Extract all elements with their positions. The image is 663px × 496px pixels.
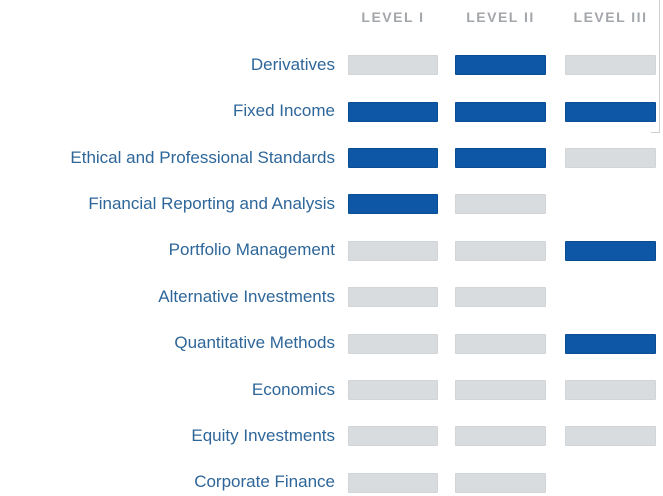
topic-label: Equity Investments <box>191 425 335 445</box>
level-2-cell <box>455 147 546 168</box>
level-1-bar-highlight <box>348 101 438 122</box>
level-2-cell <box>455 379 546 400</box>
level-1-cell <box>348 333 438 354</box>
topic-row: Derivatives <box>0 42 663 88</box>
topic-label: Financial Reporting and Analysis <box>88 194 335 214</box>
level-1-cell <box>348 379 438 400</box>
topic-row: Fixed Income <box>0 88 663 134</box>
level-2-bar-highlight <box>455 55 546 76</box>
level-3-cell <box>565 147 656 168</box>
level-1-bar-muted <box>348 333 438 354</box>
topic-row: Alternative Investments <box>0 274 663 320</box>
topic-row: Equity Investments <box>0 413 663 459</box>
level-3-cell <box>565 240 656 261</box>
level-2-bar-muted <box>455 287 546 308</box>
level-2-cell <box>455 240 546 261</box>
level-2-cell <box>455 472 546 493</box>
level-1-cell <box>348 240 438 261</box>
topic-label: Quantitative Methods <box>174 333 335 353</box>
level-2-bar-muted <box>455 194 546 215</box>
topic-row: Portfolio Management <box>0 228 663 274</box>
level-2-bar-highlight <box>455 101 546 122</box>
topic-row: Quantitative Methods <box>0 320 663 366</box>
column-header-level-ii: LEVEL II <box>466 9 535 25</box>
topic-rows: Derivatives Fixed Income Ethical and Profe… <box>0 42 663 496</box>
level-3-bar-highlight <box>565 333 656 354</box>
topic-label: Economics <box>251 379 335 399</box>
level-1-bar-muted <box>348 240 438 261</box>
level-2-cell <box>455 55 546 76</box>
level-3-bar-muted <box>565 379 656 400</box>
level-1-bar-muted <box>348 287 438 308</box>
topic-row: Corporate Finance <box>0 460 663 496</box>
level-1-cell <box>348 55 438 76</box>
level-3-cell <box>565 426 656 447</box>
column-header-level-iii: LEVEL III <box>573 9 648 25</box>
level-3-bar-muted <box>565 426 656 447</box>
level-3-cell <box>565 333 656 354</box>
level-2-bar-highlight <box>455 147 546 168</box>
level-1-cell <box>348 426 438 447</box>
level-2-bar-muted <box>455 240 546 261</box>
level-2-cell <box>455 426 546 447</box>
level-2-bar-muted <box>455 379 546 400</box>
level-3-cell <box>565 101 656 122</box>
level-3-cell <box>565 379 656 400</box>
level-1-bar-muted <box>348 55 438 76</box>
topic-label: Portfolio Management <box>168 240 335 260</box>
level-2-bar-muted <box>455 333 546 354</box>
topic-label: Corporate Finance <box>194 472 335 492</box>
frame-corner-line <box>651 0 660 133</box>
topic-row: Economics <box>0 367 663 413</box>
topic-label: Ethical and Professional Standards <box>70 147 335 167</box>
level-3-bar-muted <box>565 147 656 168</box>
level-2-bar-muted <box>455 472 546 493</box>
level-1-cell <box>348 287 438 308</box>
topic-label: Alternative Investments <box>158 286 335 306</box>
level-3-bar-muted <box>565 55 656 76</box>
level-1-bar-muted <box>348 426 438 447</box>
level-1-cell <box>348 194 438 215</box>
level-3-bar-highlight <box>565 240 656 261</box>
matrix-header-row: LEVEL I LEVEL II LEVEL III <box>0 0 663 42</box>
topic-label: Fixed Income <box>232 101 335 121</box>
level-2-cell <box>455 194 546 215</box>
level-2-bar-muted <box>455 426 546 447</box>
level-2-cell <box>455 333 546 354</box>
level-3-bar-highlight <box>565 101 656 122</box>
level-1-bar-highlight <box>348 194 438 215</box>
level-1-cell <box>348 472 438 493</box>
level-1-bar-highlight <box>348 147 438 168</box>
topic-row: Financial Reporting and Analysis <box>0 181 663 227</box>
level-3-cell <box>565 55 656 76</box>
topic-label: Derivatives <box>250 54 335 74</box>
level-1-bar-muted <box>348 379 438 400</box>
level-2-cell <box>455 101 546 122</box>
level-1-cell <box>348 147 438 168</box>
topic-row: Ethical and Professional Standards <box>0 135 663 181</box>
level-1-cell <box>348 101 438 122</box>
level-1-bar-muted <box>348 472 438 493</box>
column-header-level-i: LEVEL I <box>361 9 425 25</box>
level-2-cell <box>455 287 546 308</box>
